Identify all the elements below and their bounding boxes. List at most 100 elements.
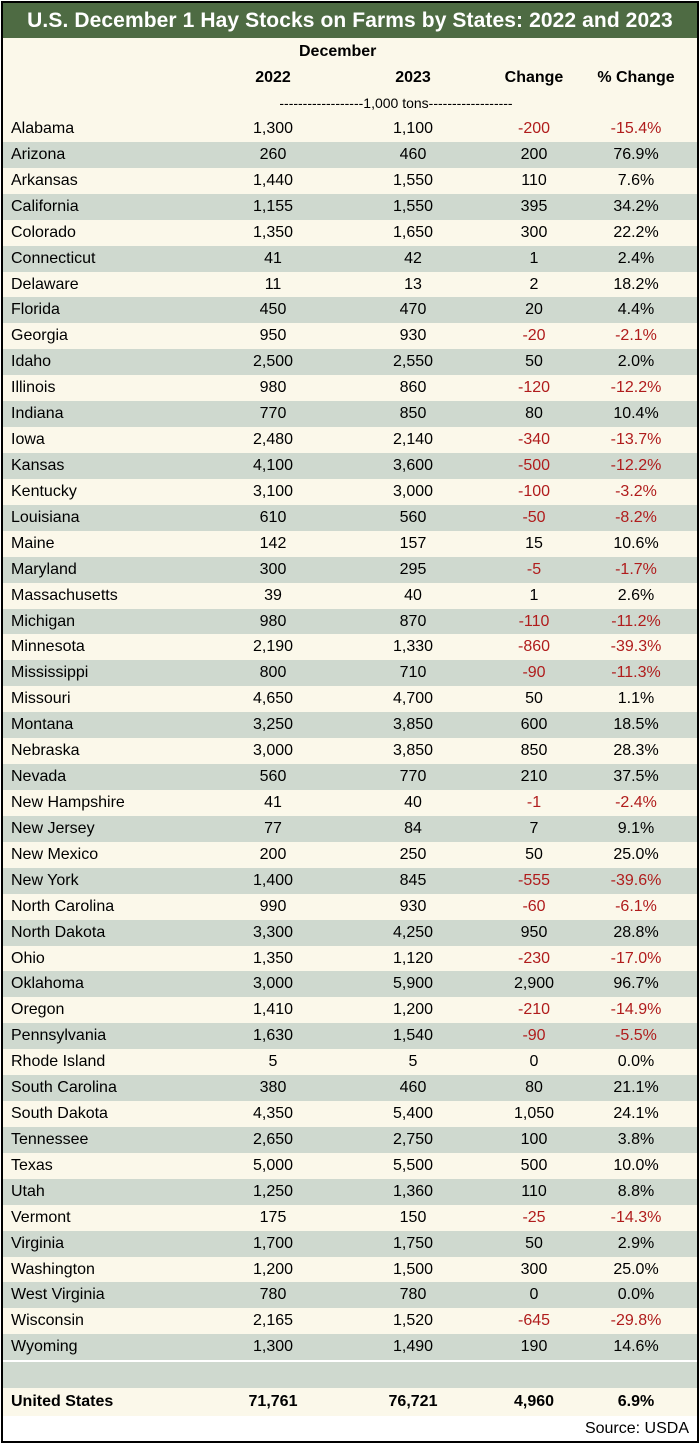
- header-december: December: [299, 43, 377, 60]
- value-2023-cell: 460: [399, 145, 427, 163]
- pct-change-cell: 28.3%: [613, 742, 659, 760]
- value-2023-cell: 5,900: [392, 975, 434, 993]
- state-cell: Montana: [11, 716, 74, 734]
- change-cell: 395: [520, 197, 548, 215]
- total-label: United States: [11, 1393, 114, 1410]
- table-row: Delaware 11 13 2 18.2%: [3, 271, 697, 298]
- change-cell: -50: [522, 508, 546, 526]
- value-2023-cell: 845: [399, 871, 427, 889]
- value-2022-cell: 780: [259, 1286, 287, 1304]
- value-2022-cell: 610: [259, 508, 287, 526]
- pct-change-cell: -15.4%: [610, 120, 662, 137]
- pct-change-cell: 25.0%: [613, 1260, 659, 1278]
- change-cell: 50: [525, 845, 543, 863]
- value-2023-cell: 860: [399, 379, 427, 397]
- state-cell: Idaho: [11, 353, 52, 371]
- value-2022-cell: 1,410: [252, 1001, 294, 1019]
- state-cell: Arizona: [11, 145, 66, 163]
- value-2022-cell: 142: [259, 534, 287, 552]
- pct-change-cell: -39.3%: [610, 638, 662, 656]
- table-row: Arizona 260 460 200 76.9%: [3, 141, 697, 168]
- state-cell: Colorado: [11, 223, 76, 241]
- table-header: December 2022 2023 Change % Change -----…: [3, 38, 697, 116]
- change-cell: 600: [520, 716, 548, 734]
- value-2022-cell: 3,300: [252, 923, 294, 941]
- table-row: Kansas 4,100 3,600 -500 -12.2%: [3, 452, 697, 479]
- change-cell: -20: [522, 327, 546, 345]
- table-row: Maine 142 157 15 10.6%: [3, 530, 697, 557]
- pct-change-cell: -3.2%: [615, 482, 657, 500]
- table-row: New Jersey 77 84 7 9.1%: [3, 815, 697, 842]
- table-row: California 1,155 1,550 395 34.2%: [3, 193, 697, 220]
- change-cell: 0: [529, 1053, 539, 1071]
- table-row: Wisconsin 2,165 1,520 -645 -29.8%: [3, 1308, 697, 1335]
- change-cell: 2: [529, 275, 539, 293]
- value-2022-cell: 1,700: [252, 1234, 294, 1252]
- value-2023-cell: 1,330: [392, 638, 434, 656]
- state-cell: New York: [11, 871, 79, 889]
- state-cell: Connecticut: [11, 249, 96, 267]
- table-row: Kentucky 3,100 3,000 -100 -3.2%: [3, 478, 697, 505]
- change-cell: 15: [525, 534, 543, 552]
- value-2022-cell: 5: [268, 1053, 278, 1071]
- value-2023-cell: 780: [399, 1286, 427, 1304]
- table-row: Ohio 1,350 1,120 -230 -17.0%: [3, 945, 697, 972]
- change-cell: -555: [517, 871, 551, 889]
- table-row: Mississippi 800 710 -90 -11.3%: [3, 660, 697, 687]
- table-row: Vermont 175 150 -25 -14.3%: [3, 1204, 697, 1231]
- state-cell: Kansas: [11, 456, 65, 474]
- table-row: Colorado 1,350 1,650 300 22.2%: [3, 219, 697, 246]
- pct-change-cell: -14.3%: [610, 1208, 662, 1226]
- blank-row: [3, 1362, 697, 1388]
- value-2023-cell: 850: [399, 405, 427, 423]
- table-row: Virginia 1,700 1,750 50 2.9%: [3, 1230, 697, 1257]
- value-2022-cell: 990: [259, 897, 287, 915]
- change-cell: 110: [521, 1182, 547, 1200]
- value-2023-cell: 3,850: [392, 716, 434, 734]
- value-2023-cell: 5,400: [392, 1105, 434, 1123]
- change-cell: 80: [525, 405, 543, 423]
- value-2023-cell: 1,650: [392, 223, 434, 241]
- value-2022-cell: 11: [264, 275, 282, 293]
- value-2023-cell: 870: [399, 612, 427, 630]
- table-row: Montana 3,250 3,850 600 18.5%: [3, 712, 697, 739]
- value-2023-cell: 2,750: [392, 1130, 434, 1148]
- value-2023-cell: 150: [399, 1208, 427, 1226]
- pct-change-cell: 34.2%: [613, 197, 659, 215]
- state-cell: Missouri: [11, 690, 71, 708]
- value-2023-cell: 13: [404, 275, 422, 293]
- state-cell: North Carolina: [11, 897, 115, 915]
- table-row: Washington 1,200 1,500 300 25.0%: [3, 1256, 697, 1283]
- state-cell: Wyoming: [11, 1338, 78, 1356]
- value-2022-cell: 1,200: [252, 1260, 294, 1278]
- change-cell: -5: [526, 560, 542, 578]
- value-2022-cell: 3,000: [252, 975, 294, 993]
- pct-change-cell: 10.6%: [613, 534, 659, 552]
- value-2023-cell: 770: [399, 768, 427, 786]
- pct-change-cell: -39.6%: [610, 871, 662, 889]
- value-2023-cell: 5: [408, 1053, 418, 1071]
- pct-change-cell: -2.1%: [615, 327, 657, 345]
- change-cell: -120: [517, 379, 551, 397]
- table-row: Tennessee 2,650 2,750 100 3.8%: [3, 1126, 697, 1153]
- change-cell: -90: [522, 1027, 546, 1045]
- state-cell: Arkansas: [11, 171, 78, 189]
- state-cell: Iowa: [11, 431, 45, 449]
- state-cell: Georgia: [11, 327, 68, 345]
- state-cell: Mississippi: [11, 664, 89, 682]
- change-cell: 500: [520, 1156, 548, 1174]
- table-row: Texas 5,000 5,500 500 10.0%: [3, 1152, 697, 1179]
- value-2023-cell: 40: [404, 586, 422, 604]
- table-row: Pennsylvania 1,630 1,540 -90 -5.5%: [3, 1023, 697, 1050]
- total-2022: 71,761: [248, 1393, 298, 1410]
- pct-change-cell: 76.9%: [613, 145, 659, 163]
- change-cell: 190: [520, 1338, 548, 1356]
- value-2023-cell: 40: [404, 793, 422, 811]
- value-2023-cell: 460: [399, 1079, 427, 1097]
- state-cell: Texas: [11, 1156, 53, 1174]
- table-row: North Dakota 3,300 4,250 950 28.8%: [3, 919, 697, 946]
- pct-change-cell: 96.7%: [613, 975, 659, 993]
- value-2022-cell: 41: [264, 249, 282, 267]
- value-2022-cell: 1,630: [252, 1027, 294, 1045]
- change-cell: 50: [525, 353, 543, 371]
